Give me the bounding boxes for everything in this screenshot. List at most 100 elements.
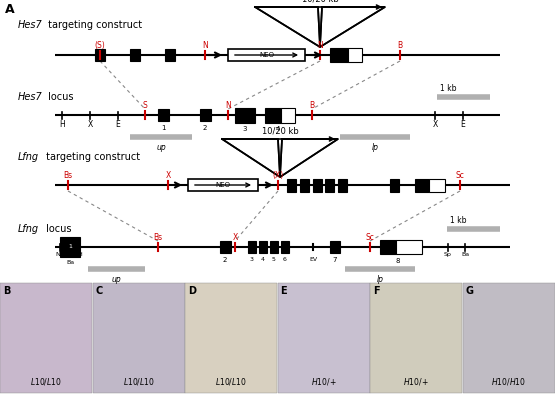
Text: E: E [461,120,466,129]
Text: up: up [156,143,166,152]
Text: Lfng: Lfng [18,224,39,234]
Text: $\it{H10}$/$\it{+}$: $\it{H10}$/$\it{+}$ [403,376,429,387]
Bar [185,283,277,393]
Bar [60,237,80,257]
Bar [95,49,105,61]
Text: lp: lp [371,143,379,152]
Text: 10/20 kb: 10/20 kb [261,126,299,135]
Text: lp: lp [376,275,384,284]
Bar [313,179,322,192]
Text: E: E [115,120,120,129]
Text: 1 kb: 1 kb [440,84,457,93]
Text: $\it{L10}$/$\it{L10}$: $\it{L10}$/$\it{L10}$ [30,376,62,387]
Text: N: N [202,41,208,50]
Polygon shape [222,139,280,177]
Bar [380,240,396,254]
Text: 1: 1 [68,245,72,250]
Bar [281,241,289,253]
Bar [235,107,255,122]
Text: B: B [310,101,315,110]
Polygon shape [320,7,385,47]
Text: NEO: NEO [215,182,230,188]
Bar [281,107,295,122]
Text: C: C [95,286,103,296]
Text: targeting construct: targeting construct [43,152,140,162]
Text: F: F [373,286,380,296]
Bar [220,241,231,253]
Text: 8: 8 [396,258,400,264]
Bar [248,241,256,253]
Bar [330,48,348,62]
Text: EV: EV [309,257,317,262]
Text: No: No [56,252,64,257]
Text: NEO: NEO [259,52,274,58]
Polygon shape [255,7,320,47]
Text: E: E [280,286,287,296]
Text: Sc: Sc [366,233,375,242]
Text: $\it{H10}$/$\it{+}$: $\it{H10}$/$\it{+}$ [311,376,336,387]
Text: $\it{H10}$/$\it{H10}$: $\it{H10}$/$\it{H10}$ [491,376,526,387]
Text: Sp: Sp [444,252,452,257]
Text: X: X [432,120,438,129]
Text: B: B [397,41,402,50]
Text: X: X [165,171,170,180]
Text: targeting construct: targeting construct [45,20,142,30]
Text: 7: 7 [333,257,337,263]
Bar [287,179,296,192]
Text: Lfng: Lfng [18,152,39,162]
Bar [300,179,309,192]
Text: N: N [225,101,231,110]
Text: 1: 1 [161,125,165,131]
Bar [278,283,370,393]
Text: 2: 2 [223,257,227,263]
Text: X: X [87,120,93,129]
Text: 3: 3 [243,126,247,132]
Text: H: H [78,252,82,257]
Bar [165,49,175,61]
Text: locus: locus [43,224,72,234]
Bar [0,283,92,393]
Text: 4: 4 [261,257,265,262]
Bar [265,107,281,122]
Text: D: D [188,286,196,296]
Text: $\it{L10}$/$\it{L10}$: $\it{L10}$/$\it{L10}$ [123,376,154,387]
Bar [429,179,445,192]
Text: B: B [3,286,11,296]
Text: Hes7: Hes7 [18,20,43,30]
Polygon shape [280,139,338,177]
Bar [130,49,140,61]
Text: Hes7: Hes7 [18,92,43,102]
Text: A: A [5,3,14,16]
Text: X: X [233,233,238,242]
Bar [415,179,429,192]
Text: G: G [466,286,473,296]
Text: 1 kb: 1 kb [450,216,467,225]
Text: Bs: Bs [153,233,163,242]
Bar [93,283,184,393]
Bar [228,49,305,61]
Text: 10/20 kb: 10/20 kb [301,0,339,3]
Bar [390,179,399,192]
Bar [200,109,211,121]
Bar [338,179,347,192]
Text: 4: 4 [276,126,280,132]
Bar [325,179,334,192]
Text: H: H [59,120,65,129]
Text: (S): (S) [94,41,105,50]
Bar [188,179,258,191]
Text: up: up [111,275,121,284]
Text: $\it{L10}$/$\it{L10}$: $\it{L10}$/$\it{L10}$ [215,376,247,387]
Text: 3: 3 [250,257,254,262]
Text: N: N [317,41,323,50]
Text: 5: 5 [272,257,276,262]
Text: Ba: Ba [66,260,74,265]
Text: Bs: Bs [63,171,73,180]
Text: locus: locus [45,92,73,102]
Bar [370,283,462,393]
Text: 2: 2 [203,125,207,131]
Bar [462,283,554,393]
Text: 6: 6 [283,257,287,262]
Text: Ba: Ba [461,252,469,257]
Bar [259,241,267,253]
Bar [348,48,362,62]
